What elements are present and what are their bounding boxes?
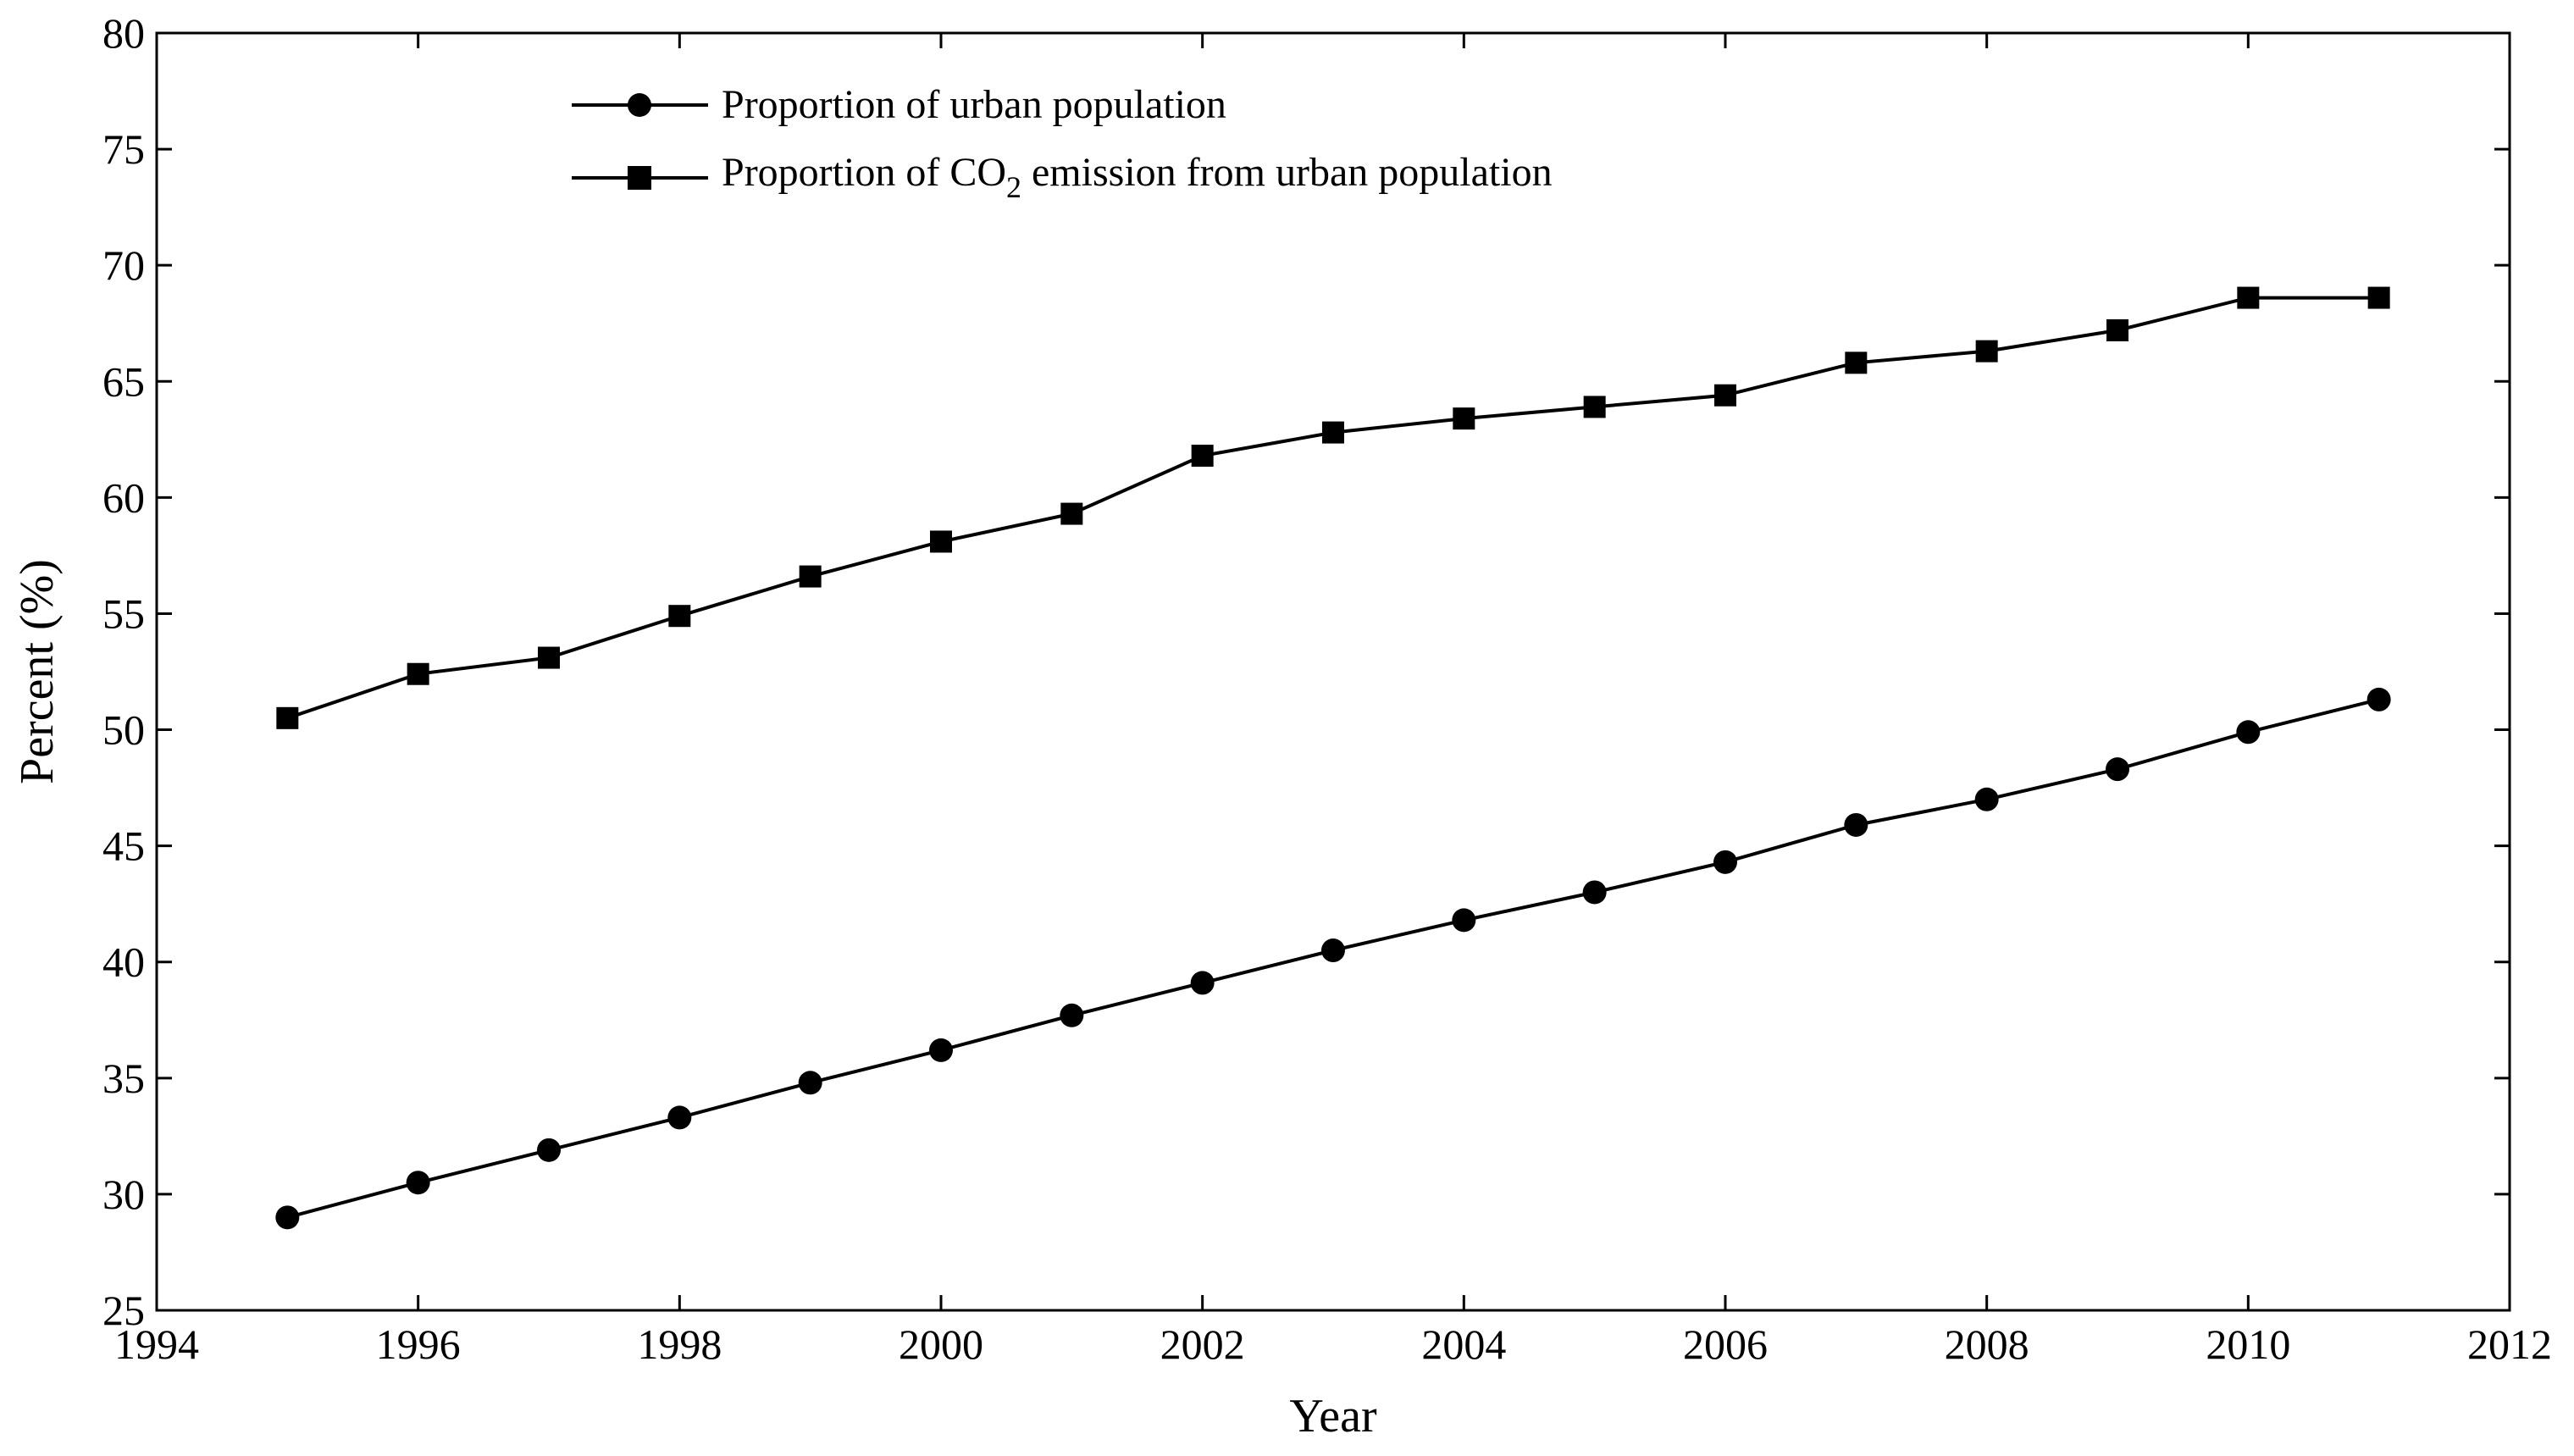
- y-tick-label: 25: [102, 1287, 145, 1334]
- y-tick-label: 35: [102, 1055, 145, 1102]
- data-point-urban-population: [275, 1205, 300, 1230]
- y-tick-label: 40: [102, 938, 145, 986]
- x-tick-label: 2004: [1421, 1320, 1506, 1368]
- data-point-urban-population: [667, 1105, 692, 1130]
- axis-ticks: 1994 1996 1998 2000 2002 2004 2006 2008 2010 2012…: [102, 9, 2552, 1368]
- data-point-co2-emission: [668, 605, 691, 628]
- data-point-urban-population: [1321, 938, 1345, 963]
- data-point-urban-population: [929, 1038, 953, 1062]
- data-point-urban-population: [798, 1071, 822, 1095]
- legend-label-co2-subscript: 2: [1006, 170, 1021, 204]
- x-axis-label: Year: [1289, 1390, 1377, 1442]
- data-point-urban-population: [1582, 880, 1607, 905]
- x-tick-label: 1996: [376, 1320, 461, 1368]
- x-tick-label: 2010: [2206, 1320, 2290, 1368]
- series-layer: [275, 286, 2391, 1230]
- data-point-co2-emission: [2367, 286, 2390, 309]
- data-point-co2-emission: [407, 662, 429, 685]
- data-point-co2-emission: [799, 565, 822, 588]
- data-point-urban-population: [1844, 812, 1868, 837]
- x-tick-label: 2006: [1683, 1320, 1768, 1368]
- data-point-urban-population: [1713, 850, 1737, 874]
- data-point-co2-emission: [1191, 445, 1214, 468]
- legend-label-co2-part2: emission from urban population: [1021, 150, 1553, 195]
- data-point-urban-population: [2236, 720, 2261, 745]
- data-point-co2-emission: [930, 530, 952, 553]
- legend-label-co2-part1: Proportion of CO: [722, 150, 1006, 195]
- plot-area: [155, 31, 2511, 1312]
- legend: Proportion of urban population Proportio…: [572, 82, 1553, 204]
- series-urban-population: [275, 687, 2391, 1230]
- data-point-urban-population: [1974, 787, 1999, 811]
- data-point-co2-emission: [1060, 502, 1083, 525]
- legend-label-urban-population: Proportion of urban population: [722, 82, 1226, 127]
- y-tick-label: 50: [102, 706, 145, 754]
- data-point-co2-emission: [276, 706, 299, 729]
- data-point-co2-emission: [1583, 396, 1606, 418]
- data-point-co2-emission: [2237, 286, 2260, 309]
- data-point-co2-emission: [1714, 384, 1736, 407]
- data-point-urban-population: [537, 1138, 561, 1162]
- data-point-urban-population: [2366, 687, 2391, 711]
- y-axis-label: Percent (%): [11, 559, 64, 784]
- data-point-urban-population: [1452, 908, 1476, 933]
- data-point-urban-population: [1190, 971, 1215, 995]
- legend-marker-circle: [628, 93, 651, 117]
- legend-label-co2-emission: Proportion of CO2 emission from urban po…: [722, 150, 1553, 204]
- x-tick-label: 1998: [637, 1320, 722, 1368]
- y-tick-label: 45: [102, 822, 145, 870]
- y-tick-label: 30: [102, 1171, 145, 1218]
- x-tick-label: 2008: [1945, 1320, 2029, 1368]
- series-co2-emission: [276, 286, 2390, 729]
- y-tick-label: 60: [102, 473, 145, 521]
- data-point-urban-population: [1060, 1003, 1084, 1027]
- x-tick-label: 1994: [114, 1320, 199, 1368]
- x-tick-label: 2012: [2467, 1320, 2552, 1368]
- data-point-urban-population: [2106, 757, 2129, 782]
- data-point-co2-emission: [1975, 340, 1998, 363]
- y-tick-label: 65: [102, 357, 145, 405]
- data-point-co2-emission: [1453, 407, 1475, 430]
- x-tick-label: 2002: [1160, 1320, 1245, 1368]
- y-tick-label: 55: [102, 590, 145, 637]
- data-point-urban-population: [406, 1171, 430, 1195]
- legend-marker-square: [628, 166, 651, 190]
- data-point-co2-emission: [1845, 352, 1868, 374]
- data-point-co2-emission: [2106, 318, 2128, 341]
- x-tick-label: 2000: [899, 1320, 983, 1368]
- y-tick-label: 80: [102, 9, 145, 57]
- y-tick-label: 75: [102, 125, 145, 173]
- data-point-co2-emission: [538, 646, 560, 669]
- y-tick-label: 70: [102, 241, 145, 289]
- data-point-co2-emission: [1322, 421, 1344, 444]
